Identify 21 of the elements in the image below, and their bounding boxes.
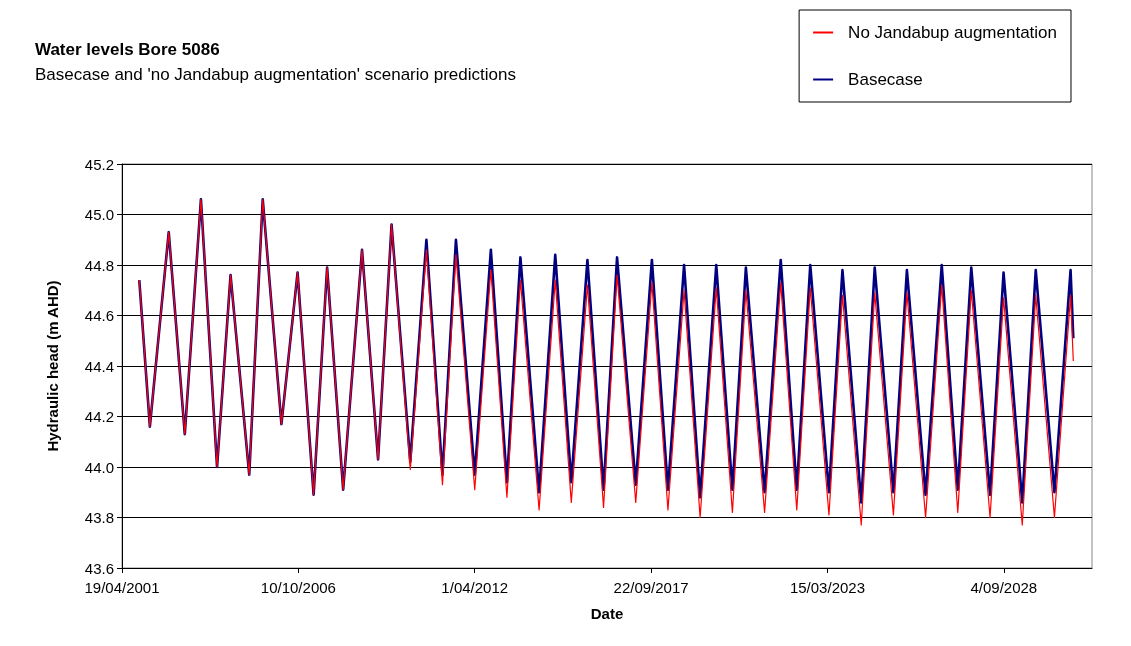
y-tick-label: 45.0 xyxy=(84,206,114,223)
chart-title: Water levels Bore 5086 xyxy=(35,40,220,59)
x-tick-label: 22/09/2017 xyxy=(613,579,689,596)
legend-label: No Jandabup augmentation xyxy=(848,23,1058,42)
x-axis-title: Date xyxy=(590,605,624,622)
legend-label: Basecase xyxy=(848,70,923,89)
chart-subtitle: Basecase and 'no Jandabup augmentation' scenario predictions xyxy=(35,65,516,84)
y-axis-title: Hydraulic head (m AHD) xyxy=(44,280,61,452)
x-tick-label: 1/04/2012 xyxy=(441,579,509,596)
x-tick-label: 10/10/2006 xyxy=(260,579,336,596)
x-tick-label: 15/03/2023 xyxy=(789,579,865,596)
y-tick-label: 44.6 xyxy=(84,307,114,324)
y-tick-label: 44.8 xyxy=(84,256,114,274)
y-tick-label: 44.4 xyxy=(84,357,114,375)
x-tick-label: 4/09/2028 xyxy=(970,579,1038,596)
y-tick-label: 44.2 xyxy=(84,408,114,425)
y-tick-label: 43.6 xyxy=(84,559,114,577)
y-tick-label: 45.2 xyxy=(84,155,114,173)
y-tick-label: 44.0 xyxy=(84,458,114,476)
y-tick-label: 43.8 xyxy=(84,509,114,526)
x-tick-label: 19/04/2001 xyxy=(84,579,160,596)
